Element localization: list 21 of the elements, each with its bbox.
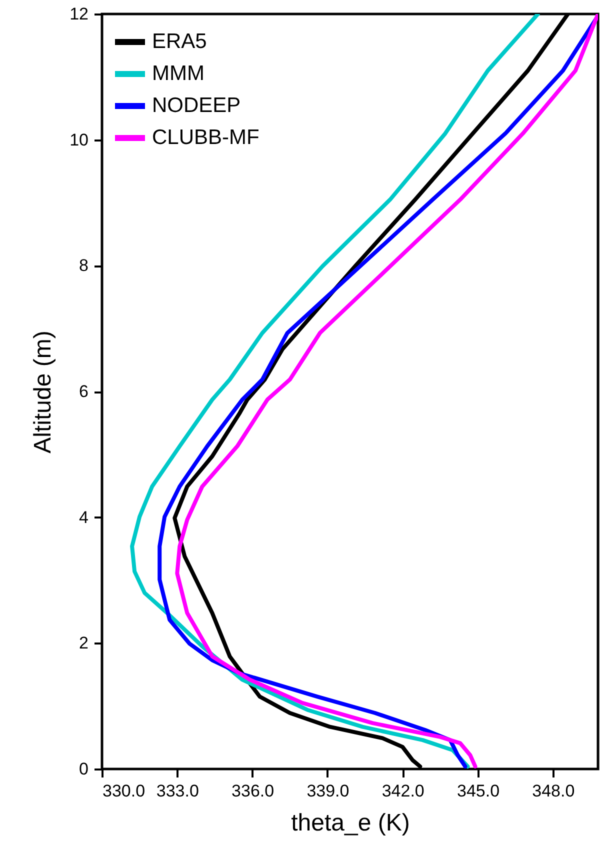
x-tick-label: 336.0 (232, 782, 274, 800)
y-axis-title: Altitude (m) (30, 330, 57, 454)
y-tick-label: 12 (70, 4, 88, 24)
y-tick-label: 2 (79, 634, 88, 653)
x-tick-label: 339.0 (306, 782, 350, 800)
x-tick-label: 342.0 (382, 782, 424, 800)
x-axis-title: theta_e (K) (291, 810, 410, 836)
x-tick-label: 333.0 (156, 782, 199, 800)
legend-label: ERA5 (152, 30, 207, 53)
line-series (130, 14, 540, 768)
legend-label: NODEEP (152, 94, 241, 117)
x-tick-label: 330.0 (102, 782, 146, 800)
y-tick-label: 10 (70, 130, 88, 150)
y-tick-label: 6 (79, 382, 88, 401)
x-tick-label: 348.0 (532, 782, 575, 800)
x-tick-label: 345.0 (456, 782, 500, 800)
y-tick-label: 4 (79, 508, 88, 527)
legend-label: MMM (152, 62, 204, 85)
y-tick-label: 8 (79, 256, 88, 276)
legend-label: CLUBB-MF (152, 126, 260, 149)
y-tick-label: 0 (79, 760, 88, 778)
